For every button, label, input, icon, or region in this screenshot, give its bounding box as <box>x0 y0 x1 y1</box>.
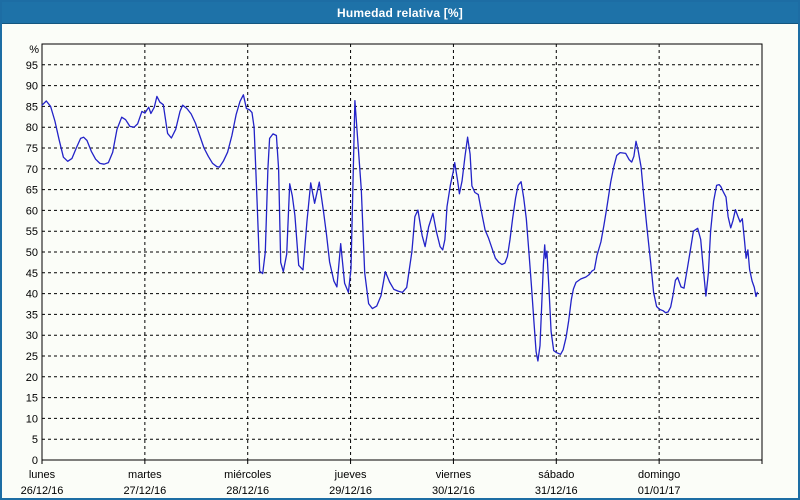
x-day-label: lunes <box>29 469 56 481</box>
y-axis-unit-label: % <box>29 44 39 56</box>
y-tick-label: 50 <box>26 247 38 259</box>
y-tick-label: 85 <box>26 101 38 113</box>
plot-frame <box>41 43 763 461</box>
y-tick-label: 15 <box>26 393 38 405</box>
y-tick-label: 75 <box>26 143 38 155</box>
humidity-line-chart: 0 5 10 15 20 25 30 35 40 45 50 55 60 65 70 75 80 85 90 95% l… <box>21 43 763 497</box>
x-date-label: 28/12/16 <box>226 485 269 497</box>
humidity-series-line <box>41 94 758 362</box>
x-day-label: sábado <box>538 469 574 481</box>
x-day-label: miércoles <box>224 469 272 481</box>
x-date-label: 26/12/16 <box>21 485 64 497</box>
y-tick-label: 35 <box>26 309 38 321</box>
y-tick-label: 55 <box>26 226 38 238</box>
y-tick-label: 90 <box>26 81 38 93</box>
window-title-bar: Humedad relativa [%] <box>2 2 798 24</box>
y-tick-label: 80 <box>26 122 38 134</box>
y-tick-label: 70 <box>26 164 38 176</box>
y-tick-label: 25 <box>26 351 38 363</box>
x-day-label: domingo <box>638 469 680 481</box>
y-tick-label: 95 <box>26 60 38 72</box>
y-tick-label: 0 <box>32 455 38 467</box>
x-day-label: jueves <box>334 469 367 481</box>
x-date-label: 01/01/17 <box>638 485 681 497</box>
x-date-label: 31/12/16 <box>535 485 578 497</box>
y-tick-label: 60 <box>26 205 38 217</box>
y-tick-label: 30 <box>26 330 38 342</box>
chart-area: 0 5 10 15 20 25 30 35 40 45 50 55 60 65 70 75 80 85 90 95% l… <box>2 24 798 498</box>
y-tick-label: 10 <box>26 413 38 425</box>
x-date-label: 30/12/16 <box>432 485 475 497</box>
y-tick-label: 45 <box>26 268 38 280</box>
chart-title: Humedad relativa [%] <box>336 5 464 20</box>
x-date-label: 29/12/16 <box>329 485 372 497</box>
y-tick-label: 65 <box>26 185 38 197</box>
x-day-label: martes <box>128 469 162 481</box>
y-tick-label: 20 <box>26 372 38 384</box>
y-tick-label: 40 <box>26 289 38 301</box>
x-day-label: viernes <box>436 469 472 481</box>
x-date-label: 27/12/16 <box>123 485 166 497</box>
y-tick-label: 5 <box>32 434 38 446</box>
